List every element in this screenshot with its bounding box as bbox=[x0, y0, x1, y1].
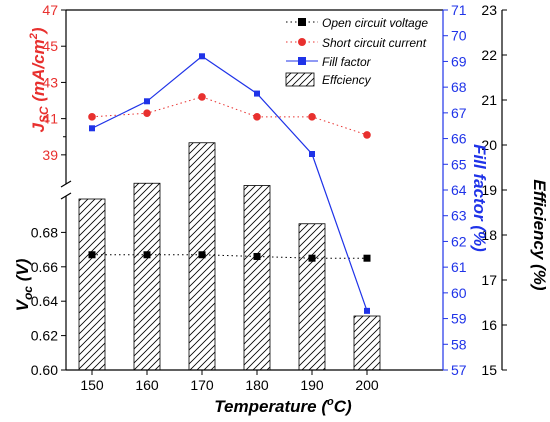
y-left-upper-tick-label: 41 bbox=[42, 111, 58, 127]
legend-item-jsc: Short circuit current bbox=[286, 36, 427, 50]
y-right-inner-tick-label: 64 bbox=[451, 182, 467, 198]
ff-point bbox=[199, 53, 205, 60]
y-left-lower-tick-label: 0.64 bbox=[31, 293, 58, 309]
jsc-line bbox=[91, 96, 368, 136]
y-left-lower-title: Voc (V) bbox=[13, 258, 35, 311]
y-right-inner-tick-label: 70 bbox=[451, 28, 467, 44]
efficiency-bar bbox=[298, 223, 326, 371]
y-right-inner-tick-label: 67 bbox=[451, 105, 467, 121]
y-right-outer-title: Efficiency (%) bbox=[530, 179, 549, 291]
ff-point bbox=[254, 90, 260, 97]
voc-point bbox=[253, 252, 261, 260]
ff-point bbox=[364, 307, 370, 314]
axis-break-mark bbox=[60, 180, 72, 188]
y-left-upper-tick-label: 47 bbox=[42, 2, 58, 18]
legend-item-voc: Open circuit voltage bbox=[286, 16, 428, 30]
y-left-upper-tick-label: 39 bbox=[42, 147, 58, 163]
ff-line bbox=[91, 55, 368, 312]
y-right-inner-tick-label: 61 bbox=[451, 259, 467, 275]
y-right-inner-tick-label: 69 bbox=[451, 53, 467, 69]
y-left-lower-tick-label: 0.68 bbox=[31, 224, 58, 240]
y-right-outer-tick-label: 21 bbox=[481, 92, 497, 108]
jsc-point bbox=[143, 109, 151, 117]
voc-point bbox=[198, 251, 206, 259]
y-right-inner-tick-label: 58 bbox=[451, 336, 467, 352]
x-tick-label: 170 bbox=[190, 377, 214, 393]
voc-point bbox=[143, 251, 151, 259]
series-markers bbox=[88, 53, 371, 314]
axes bbox=[60, 9, 507, 375]
y-left-upper-tick-label: 45 bbox=[42, 38, 58, 54]
efficiency-bar bbox=[353, 315, 381, 371]
jsc-point bbox=[88, 113, 96, 121]
y-right-outer-tick-label: 22 bbox=[481, 47, 497, 63]
legend-label-ff: Fill factor bbox=[322, 55, 372, 69]
voc-point bbox=[88, 251, 96, 259]
y-right-inner-title: Fill factor (%) bbox=[470, 144, 489, 252]
y-left-lower-tick-label: 0.62 bbox=[31, 328, 58, 344]
y-right-inner-tick-label: 68 bbox=[451, 79, 467, 95]
tick-labels: 150 160 170 180 190 200 39 41 43 45 47 0.60 0.62 0.64… bbox=[31, 2, 497, 393]
jsc-point bbox=[253, 113, 261, 121]
legend-label-voc: Open circuit voltage bbox=[322, 16, 428, 30]
legend-item-eff: Effciency bbox=[285, 72, 372, 87]
efficiency-bars bbox=[78, 142, 381, 371]
y-right-inner-tick-label: 63 bbox=[451, 208, 467, 224]
series-lines bbox=[91, 55, 368, 312]
y-right-outer-tick-label: 19 bbox=[481, 182, 497, 198]
voc-point bbox=[363, 254, 371, 262]
voc-line bbox=[92, 254, 367, 259]
ff-point bbox=[89, 125, 95, 132]
y-left-lower-tick-label: 0.60 bbox=[31, 362, 58, 378]
ff-point bbox=[309, 151, 315, 157]
jsc-point bbox=[363, 131, 371, 139]
legend: Open circuit voltage Short circuit curre… bbox=[285, 16, 428, 87]
voc-point bbox=[308, 254, 316, 262]
y-right-outer-tick-label: 17 bbox=[481, 272, 497, 288]
jsc-point bbox=[308, 113, 316, 121]
y-right-inner-tick-label: 57 bbox=[451, 362, 467, 378]
legend-label-eff: Effciency bbox=[322, 73, 372, 87]
y-right-inner-tick-label: 66 bbox=[451, 131, 467, 147]
y-left-upper-tick-label: 43 bbox=[42, 74, 58, 90]
y-right-inner-tick-label: 62 bbox=[451, 233, 467, 249]
legend-item-ff: Fill factor bbox=[286, 55, 372, 69]
x-tick-label: 200 bbox=[355, 377, 379, 393]
y-right-outer-tick-label: 16 bbox=[481, 317, 497, 333]
y-right-outer-tick-label: 23 bbox=[481, 2, 497, 18]
efficiency-bar bbox=[78, 198, 106, 371]
y-right-inner-tick-label: 60 bbox=[451, 285, 467, 301]
y-right-inner-tick-label: 59 bbox=[451, 311, 467, 327]
efficiency-bar bbox=[243, 185, 271, 371]
x-tick-label: 180 bbox=[245, 377, 269, 393]
x-tick-label: 160 bbox=[135, 377, 159, 393]
x-axis-title: Temperature (oC) bbox=[214, 396, 352, 416]
y-right-outer-tick-label: 20 bbox=[481, 137, 497, 153]
ff-point bbox=[144, 98, 150, 105]
axis-break-mark bbox=[60, 192, 72, 200]
x-tick-label: 190 bbox=[300, 377, 324, 393]
y-right-outer-tick-label: 18 bbox=[481, 227, 497, 243]
legend-label-jsc: Short circuit current bbox=[322, 36, 427, 50]
jsc-point bbox=[198, 93, 206, 101]
x-tick-label: 150 bbox=[80, 377, 104, 393]
efficiency-bar bbox=[133, 182, 161, 371]
y-right-inner-tick-label: 65 bbox=[451, 156, 467, 172]
y-left-lower-tick-label: 0.66 bbox=[31, 259, 58, 275]
y-right-inner-tick-label: 71 bbox=[451, 2, 467, 18]
y-left-upper-title: JSC (mA/cm2) bbox=[28, 27, 51, 132]
y-right-outer-tick-label: 15 bbox=[481, 362, 497, 378]
